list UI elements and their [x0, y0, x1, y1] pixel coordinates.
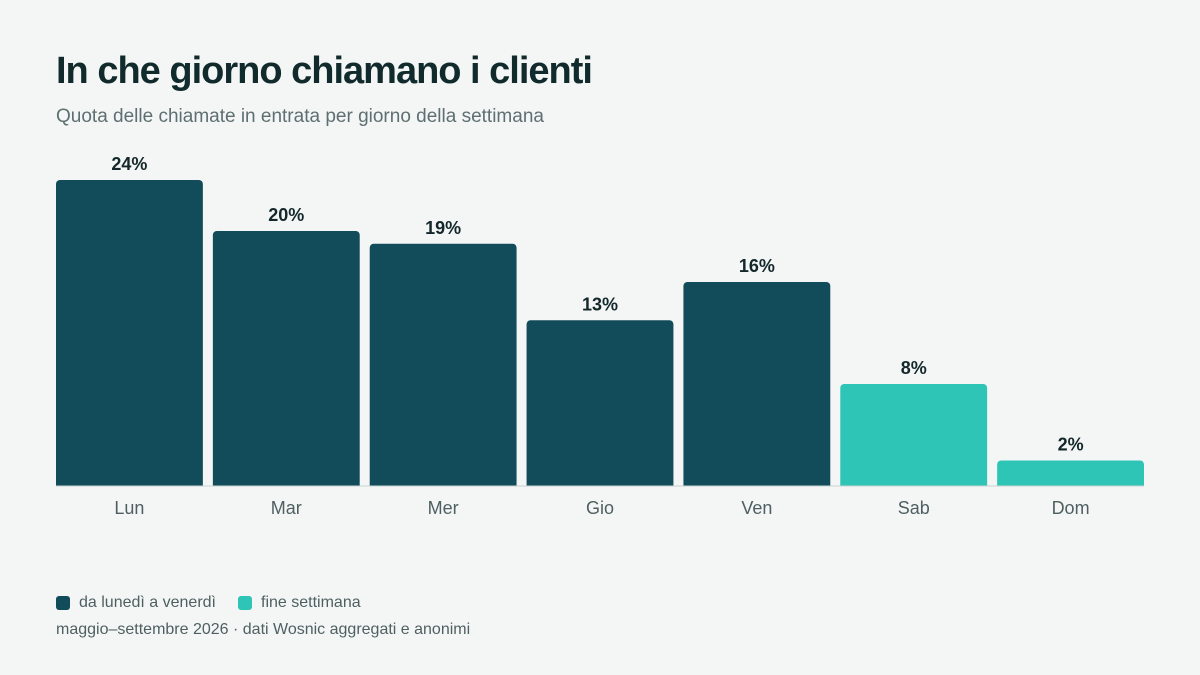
legend-item-weekdays: da lunedì a venerdì [56, 594, 216, 612]
bar-ven [683, 282, 831, 490]
bar-mar [212, 231, 360, 490]
legend: da lunedì a venerdì fine settimana [56, 594, 361, 612]
bar-sab [840, 384, 988, 490]
value-label-gio: 13% [582, 294, 618, 314]
x-tick-label-dom: Dom [1052, 498, 1090, 518]
value-label-dom: 2% [1058, 435, 1084, 455]
baseline-mask [0, 486, 1200, 492]
x-tick-label-mer: Mer [428, 498, 459, 518]
x-tick-label-lun: Lun [114, 498, 144, 518]
source-note: maggio–settembre 2026 · dati Wosnic aggr… [56, 621, 471, 638]
value-label-mar: 20% [268, 205, 304, 225]
legend-item-weekend: fine settimana [238, 594, 361, 612]
value-label-sab: 8% [901, 358, 927, 378]
bar-gio [526, 320, 674, 490]
legend-label-weekend: fine settimana [261, 594, 361, 611]
chart-subtitle: Quota delle chiamate in entrata per gior… [56, 106, 544, 127]
x-tick-label-gio: Gio [586, 498, 614, 518]
bar-chart: 24% Lun 20% Mar 19% Mer 13% Gio 16% Ven 8% Sab 2% Dom [0, 154, 1200, 518]
value-label-ven: 16% [739, 256, 775, 276]
chart-title: In che giorno chiamano i clienti [56, 50, 593, 92]
x-tick-label-ven: Ven [741, 498, 772, 518]
value-label-lun: 24% [111, 154, 147, 174]
bar-mer [369, 243, 517, 490]
legend-label-weekdays: da lunedì a venerdì [79, 594, 216, 611]
x-tick-label-sab: Sab [898, 498, 930, 518]
legend-swatch-weekdays [56, 596, 70, 610]
value-label-mer: 19% [425, 218, 461, 238]
legend-swatch-weekend [238, 596, 252, 610]
x-tick-label-mar: Mar [271, 498, 302, 518]
bar-lun [56, 180, 203, 490]
bar-dom [997, 460, 1144, 490]
